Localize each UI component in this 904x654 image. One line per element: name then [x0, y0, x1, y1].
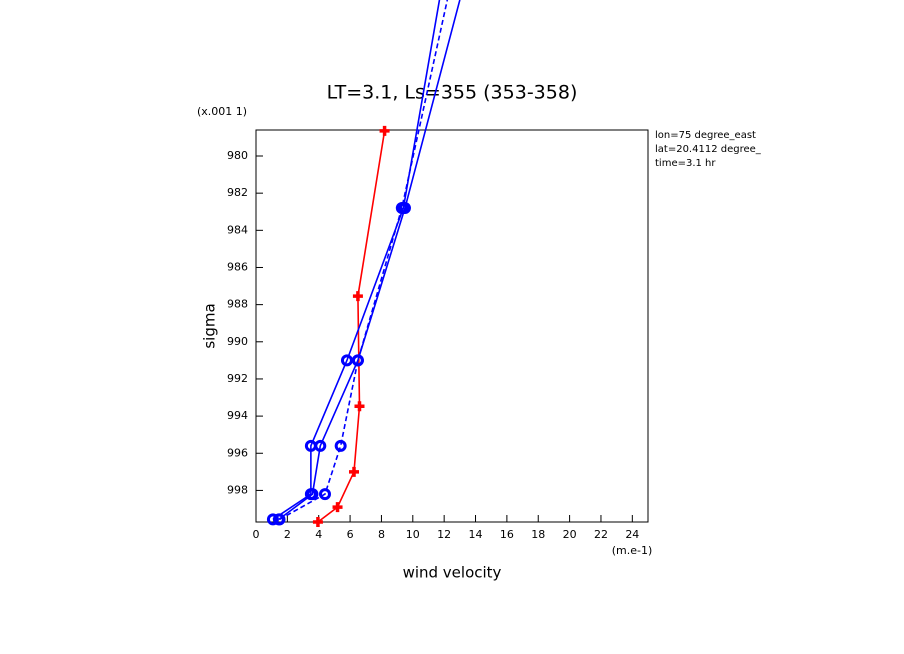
point-marker — [340, 354, 353, 367]
chart-title: LT=3.1, Ls=355 (353-358) — [327, 82, 578, 104]
y-axis-label: sigma — [201, 303, 219, 348]
x-tick-label: 4 — [315, 528, 322, 541]
y-tick-label: 998 — [227, 483, 248, 496]
x-tick-label: 12 — [437, 528, 451, 541]
point-marker — [349, 466, 359, 477]
point-marker — [314, 439, 327, 452]
series-line — [278, 0, 461, 521]
point-marker — [351, 354, 364, 367]
plot-frame — [255, 129, 649, 523]
x-tick-label: 16 — [500, 528, 514, 541]
point-marker — [354, 401, 365, 412]
point-marker — [334, 439, 347, 452]
annotation: lat=20.4112 degree_ — [655, 144, 762, 155]
point-marker — [395, 202, 408, 215]
point-marker — [306, 488, 319, 501]
point-marker — [266, 513, 279, 526]
y-unit: (x.001 1) — [197, 105, 247, 118]
point-marker — [273, 513, 286, 526]
y-tick-label: 992 — [227, 372, 248, 385]
x-tick-label: 10 — [406, 528, 420, 541]
series-line — [279, 0, 449, 521]
x-tick-label: 0 — [253, 528, 260, 541]
x-tick-label: 22 — [594, 528, 608, 541]
point-marker — [332, 502, 343, 513]
x-tick-label: 24 — [625, 528, 639, 541]
x-tick-label: 8 — [378, 528, 385, 541]
y-tick-label: 980 — [227, 149, 248, 162]
point-marker — [318, 488, 331, 501]
point-marker — [312, 517, 323, 527]
point-marker — [379, 125, 390, 136]
y-tick-label: 982 — [227, 186, 248, 199]
x-axis-label: wind velocity — [403, 564, 502, 582]
x-unit: (m.e-1) — [612, 544, 653, 557]
x-tick-label: 14 — [469, 528, 483, 541]
y-tick-label: 984 — [227, 223, 248, 236]
annotation: lon=75 degree_east — [655, 130, 756, 141]
x-tick-label: 18 — [531, 528, 545, 541]
x-tick-label: 6 — [347, 528, 354, 541]
y-tick-label: 990 — [227, 335, 248, 348]
x-tick-label: 20 — [563, 528, 577, 541]
point-marker — [352, 291, 363, 302]
annotation: time=3.1 hr — [655, 158, 716, 169]
y-tick-label: 986 — [227, 260, 248, 273]
y-tick-label: 996 — [227, 446, 248, 459]
series-line — [317, 130, 386, 523]
y-tick-label: 994 — [227, 409, 248, 422]
y-tick-label: 988 — [227, 298, 248, 311]
x-tick-label: 2 — [284, 528, 291, 541]
